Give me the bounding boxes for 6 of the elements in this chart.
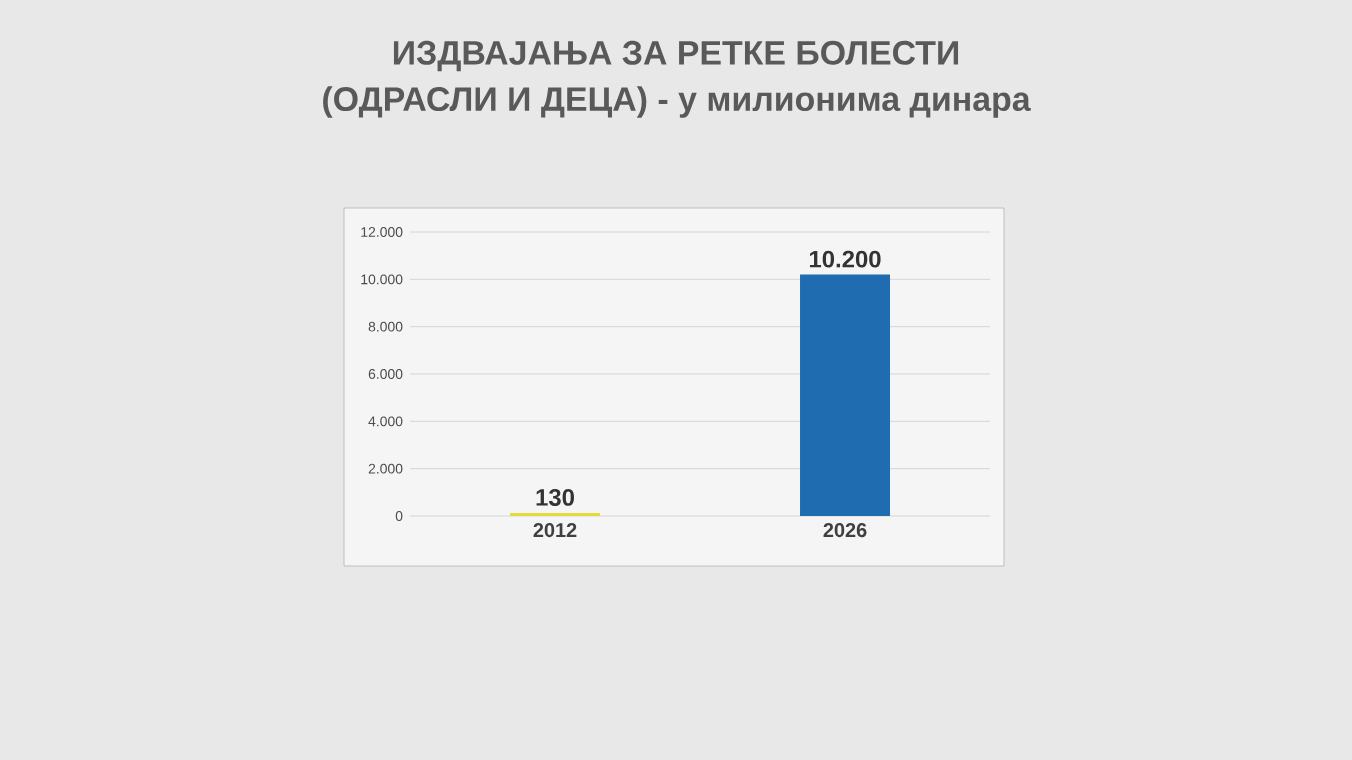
chart-subtitle: (ОДРАСЛИ И ДЕЦА) - у милионима динара xyxy=(323,86,1031,118)
x-tick-label: 2012 xyxy=(533,523,577,538)
x-tick-label: 2026 xyxy=(823,523,867,538)
data-label: 10.200 xyxy=(809,250,881,268)
chart-title: ИЗДВАЈАЊА ЗА РЕТКЕ БОЛЕСТИ xyxy=(393,40,959,72)
data-label: 130 xyxy=(536,488,574,506)
